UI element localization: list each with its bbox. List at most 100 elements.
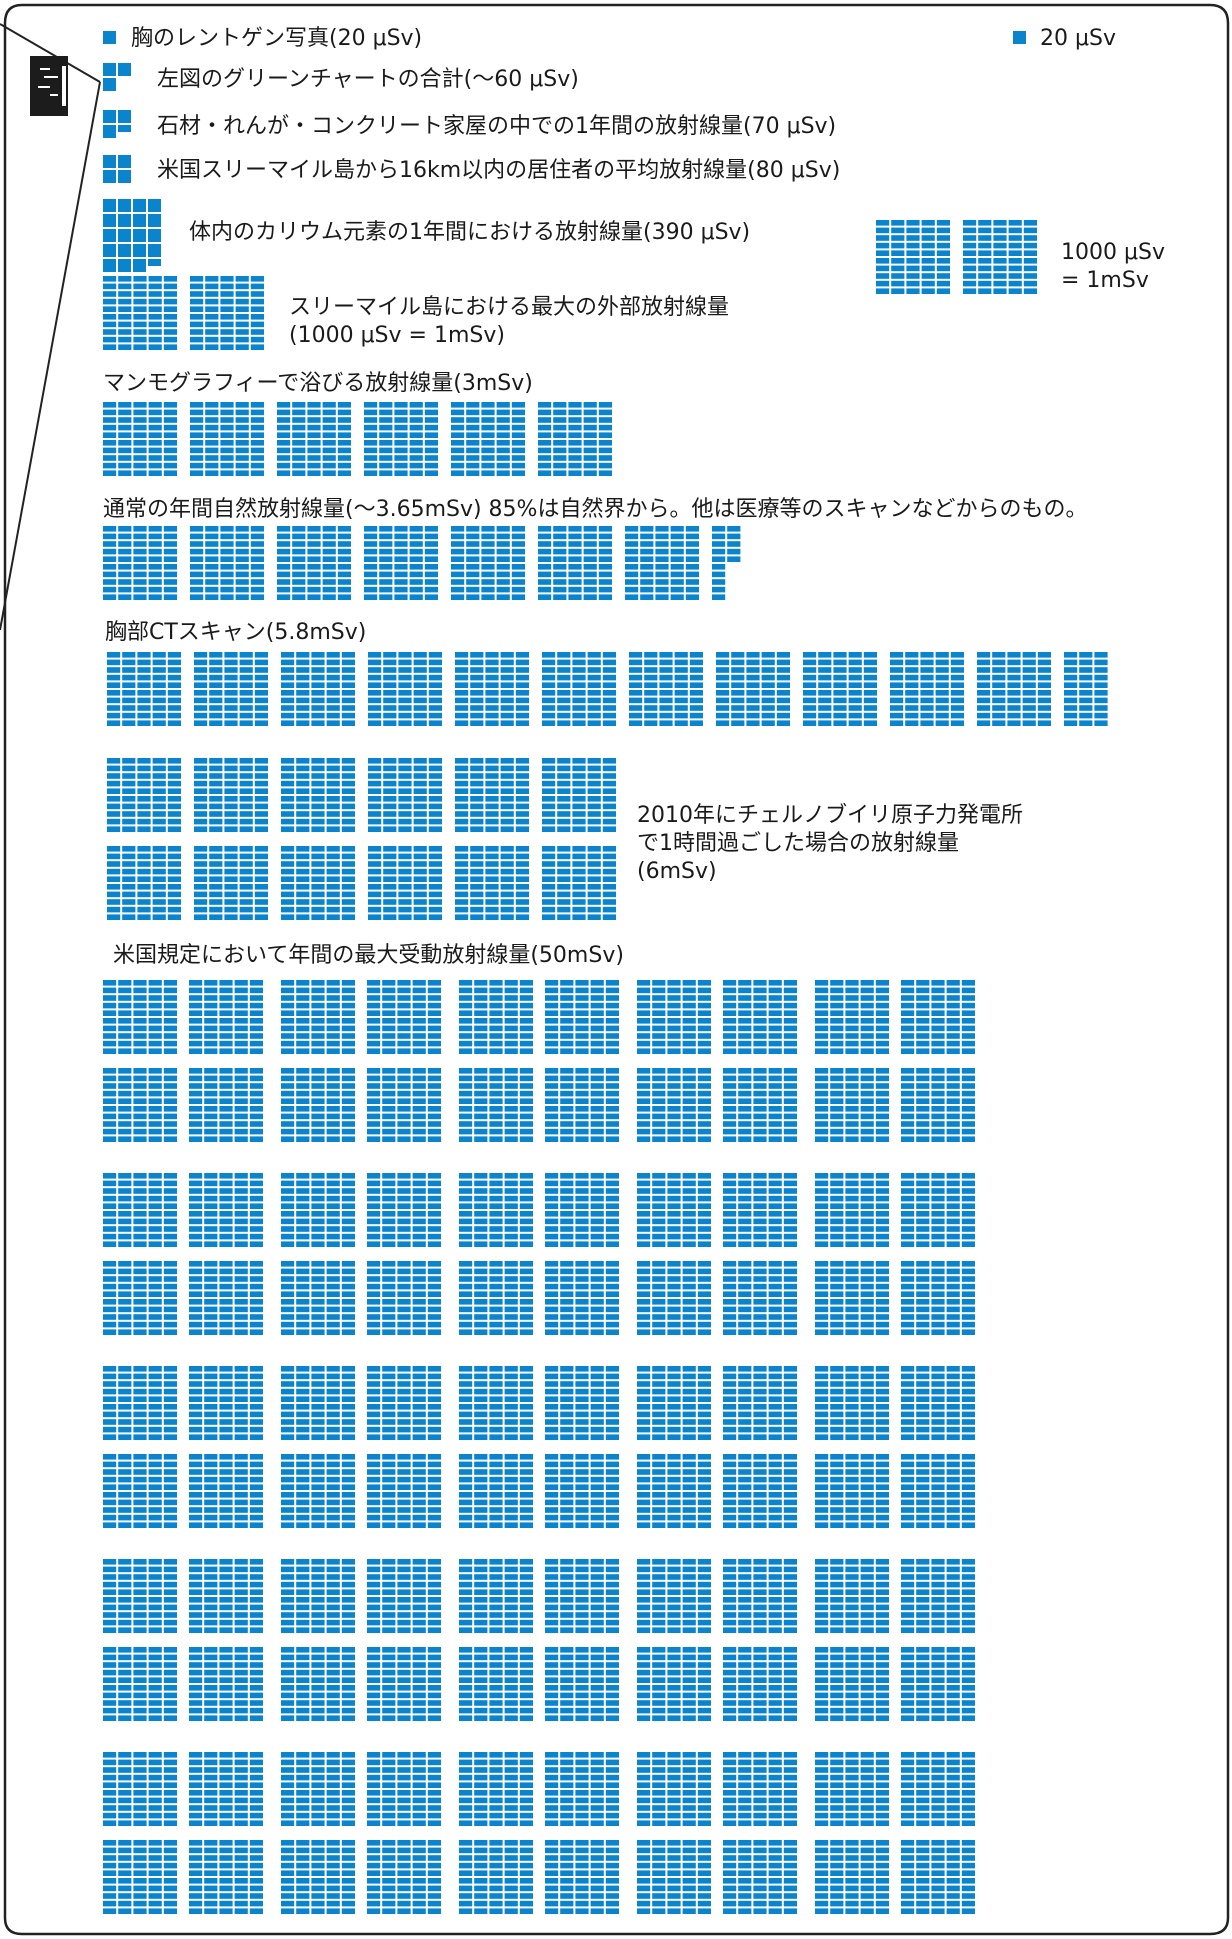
dose-block-us-max-annual [133, 1499, 147, 1506]
dose-block-us-max-annual [281, 1218, 295, 1225]
legend-block-squares [1008, 250, 1022, 256]
dose-block-us-max-annual [738, 1136, 752, 1142]
dose-block-chernobyl [167, 891, 181, 898]
dose-block-us-max-annual [845, 1090, 859, 1097]
dose-block-us-max-annual [519, 1010, 533, 1016]
dose-block-annual-natural [481, 556, 495, 562]
dose-block-us-max-annual [815, 1195, 829, 1202]
dose-block-us-max-annual [189, 1002, 203, 1009]
dose-block-us-max-annual [103, 1492, 117, 1498]
dose-block-us-max-annual [489, 1218, 503, 1225]
dose-block-chernobyl [239, 846, 253, 852]
dose-block-chest-ct [848, 652, 862, 658]
dose-block-us-max-annual [815, 1121, 829, 1127]
dose-block-us-max-annual [545, 1002, 559, 1009]
dose-block-us-max-annual [637, 1411, 651, 1418]
dose-block-chest-ct [629, 674, 643, 681]
dose-block-us-max-annual [652, 1507, 666, 1513]
dose-block-chest-ct [1007, 712, 1021, 719]
dose-block-us-max-annual [753, 987, 767, 994]
legend-block-squares [921, 235, 935, 241]
dose-block-us-max-annual [474, 1469, 488, 1475]
dose-block-us-max-annual [682, 1283, 696, 1290]
dose-block-annual-natural [292, 571, 306, 578]
dose-block-us-max-annual [234, 1195, 248, 1202]
dose-block-us-max-annual [204, 1306, 218, 1313]
dose-block-us-max-annual [875, 987, 889, 994]
dose-block-us-max-annual [234, 1113, 248, 1120]
dose-block-mammography [133, 447, 147, 454]
dose-block-us-max-annual [163, 1121, 177, 1127]
dose-block-chest-ct [224, 682, 238, 688]
dose-block-us-max-annual [768, 1113, 782, 1120]
dose-block-us-max-annual [860, 1291, 874, 1297]
dose-block-us-max-annual [783, 1180, 797, 1187]
dose-block-us-max-annual [133, 1299, 147, 1305]
dose-block-chest-ct [803, 690, 817, 696]
dose-block-chest-ct [1094, 697, 1108, 704]
dose-block-us-max-annual [605, 1025, 619, 1032]
dose-block-us-max-annual [249, 1514, 263, 1521]
dose-block-us-max-annual [901, 1188, 915, 1194]
dose-block-chest-ct [950, 720, 964, 726]
dose-block-chest-ct [455, 720, 469, 726]
dose-block-chest-ct [368, 697, 382, 704]
dose-block-us-max-annual [249, 1128, 263, 1135]
dose-block-annual-natural [466, 564, 480, 570]
dose-block-annual-natural [712, 564, 726, 570]
dose-block-us-max-annual [723, 1499, 737, 1506]
dose-block-us-max-annual [341, 987, 355, 994]
dose-block-three-mile-max [205, 336, 219, 343]
dose-block-us-max-annual [667, 1195, 681, 1202]
dose-block-us-max-annual [326, 1261, 340, 1267]
dose-block-us-max-annual [326, 1048, 340, 1054]
dose-block-us-max-annual [815, 1404, 829, 1410]
dose-block-us-max-annual [738, 1268, 752, 1275]
dose-block-us-max-annual [296, 1454, 310, 1460]
dose-block-us-max-annual [575, 1329, 589, 1335]
dose-block-us-max-annual [189, 1381, 203, 1387]
dose-block-us-max-annual [667, 1226, 681, 1232]
dose-block-chest-ct [455, 705, 469, 711]
dose-block-us-max-annual [768, 1261, 782, 1267]
legend-block-squares [906, 227, 920, 234]
dose-block-chernobyl [470, 796, 484, 802]
dose-block-us-max-annual [560, 1419, 574, 1425]
dose-block-us-max-annual [489, 1434, 503, 1440]
dose-block-us-max-annual [474, 1366, 488, 1372]
dose-block-us-max-annual [519, 1268, 533, 1275]
dose-block-mammography [583, 470, 597, 476]
dose-block-chest-ct [500, 682, 514, 688]
dose-block-chernobyl [500, 868, 514, 875]
dose-block-chest-ct [383, 659, 397, 666]
dose-block-chernobyl [107, 818, 121, 825]
dose-block-us-max-annual [738, 1522, 752, 1528]
dose-block-us-max-annual [519, 1476, 533, 1483]
dose-block-chernobyl [515, 876, 529, 882]
dose-block-us-max-annual [961, 1048, 975, 1054]
dose-block-us-max-annual [459, 1396, 473, 1402]
dose-block-annual-natural [481, 586, 495, 593]
dose-block-us-max-annual [845, 1033, 859, 1039]
dose-block-us-max-annual [204, 1128, 218, 1135]
dose-block-annual-natural [394, 586, 408, 593]
dose-block-us-max-annual [783, 1492, 797, 1498]
dose-block-us-max-annual [296, 1121, 310, 1127]
dose-block-us-max-annual [281, 1514, 295, 1521]
dose-block-chernobyl [572, 861, 586, 867]
dose-block-us-max-annual [753, 1136, 767, 1142]
dose-block-chernobyl [485, 899, 499, 905]
dose-block-chest-ct [398, 705, 412, 711]
dose-block-mammography [133, 409, 147, 416]
dose-block-us-max-annual [961, 1306, 975, 1313]
dose-block-us-max-annual [916, 1388, 930, 1395]
dose-block-us-max-annual [815, 1454, 829, 1460]
dose-block-chest-ct [1064, 690, 1078, 696]
dose-block-chernobyl [107, 906, 121, 913]
dose-block-annual-natural [163, 579, 177, 585]
dose-block-us-max-annual [474, 1314, 488, 1320]
dose-block-us-max-annual [118, 1188, 132, 1194]
dose-block-us-max-annual [738, 1002, 752, 1009]
dose-block-three-mile-max [133, 336, 147, 343]
dose-block-us-max-annual [412, 1233, 426, 1240]
